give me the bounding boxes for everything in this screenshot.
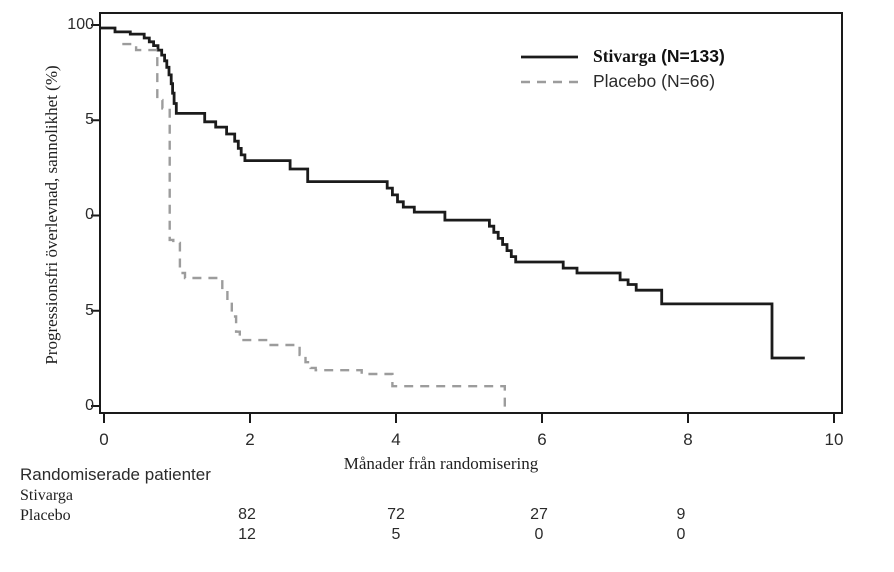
x-axis-title: Månader från randomisering: [343, 454, 539, 473]
y-tick-label: 5: [85, 302, 94, 319]
at-risk-value: 0: [534, 526, 544, 543]
curve-stivarga: [100, 26, 805, 360]
y-tick-label: 0: [85, 397, 94, 414]
at-risk-value: 82: [238, 506, 256, 523]
at-risk-value: 27: [530, 506, 548, 523]
legend-series-n: (N=66): [661, 71, 716, 91]
legend-series-name: Placebo: [593, 71, 657, 91]
x-tick-label: 0: [99, 430, 109, 449]
at-risk-group-placebo: Placebo: [20, 507, 71, 524]
legend-item-stivarga: Stivarga (N=133): [521, 44, 725, 69]
y-tick-label: 0: [85, 206, 94, 223]
y-tick-label: 5: [85, 111, 94, 128]
legend-label: Placebo (N=66): [593, 71, 715, 92]
legend-series-n: (N=133): [661, 46, 725, 66]
x-tick-label: 6: [537, 430, 547, 449]
legend-series-name: Stivarga: [593, 46, 657, 66]
at-risk-value: 9: [676, 506, 686, 523]
legend-label: Stivarga (N=133): [593, 46, 725, 67]
solid-line-sample: [521, 55, 578, 59]
legend: Stivarga (N=133) Placebo (N=66): [521, 44, 725, 94]
legend-item-placebo: Placebo (N=66): [521, 69, 725, 94]
at-risk-value: 0: [676, 526, 686, 543]
at-risk-value: 12: [238, 526, 256, 543]
x-tick-label: 2: [245, 430, 255, 449]
at-risk-header: Randomiserade patienter: [20, 465, 211, 484]
at-risk-value: 5: [391, 526, 401, 543]
curve-placebo: [122, 42, 506, 408]
y-tick-label: 100: [67, 16, 94, 33]
x-tick-label: 10: [824, 430, 844, 449]
plot-border: [99, 12, 843, 414]
at-risk-value: 72: [387, 506, 405, 523]
x-tick-label: 4: [391, 430, 401, 449]
y-axis-title: Progressionsfri överlevnad, sannolikhet …: [42, 65, 61, 365]
x-tick-label: 8: [683, 430, 693, 449]
at-risk-group-stivarga: Stivarga: [20, 487, 74, 504]
dashed-line-sample: [521, 80, 578, 84]
